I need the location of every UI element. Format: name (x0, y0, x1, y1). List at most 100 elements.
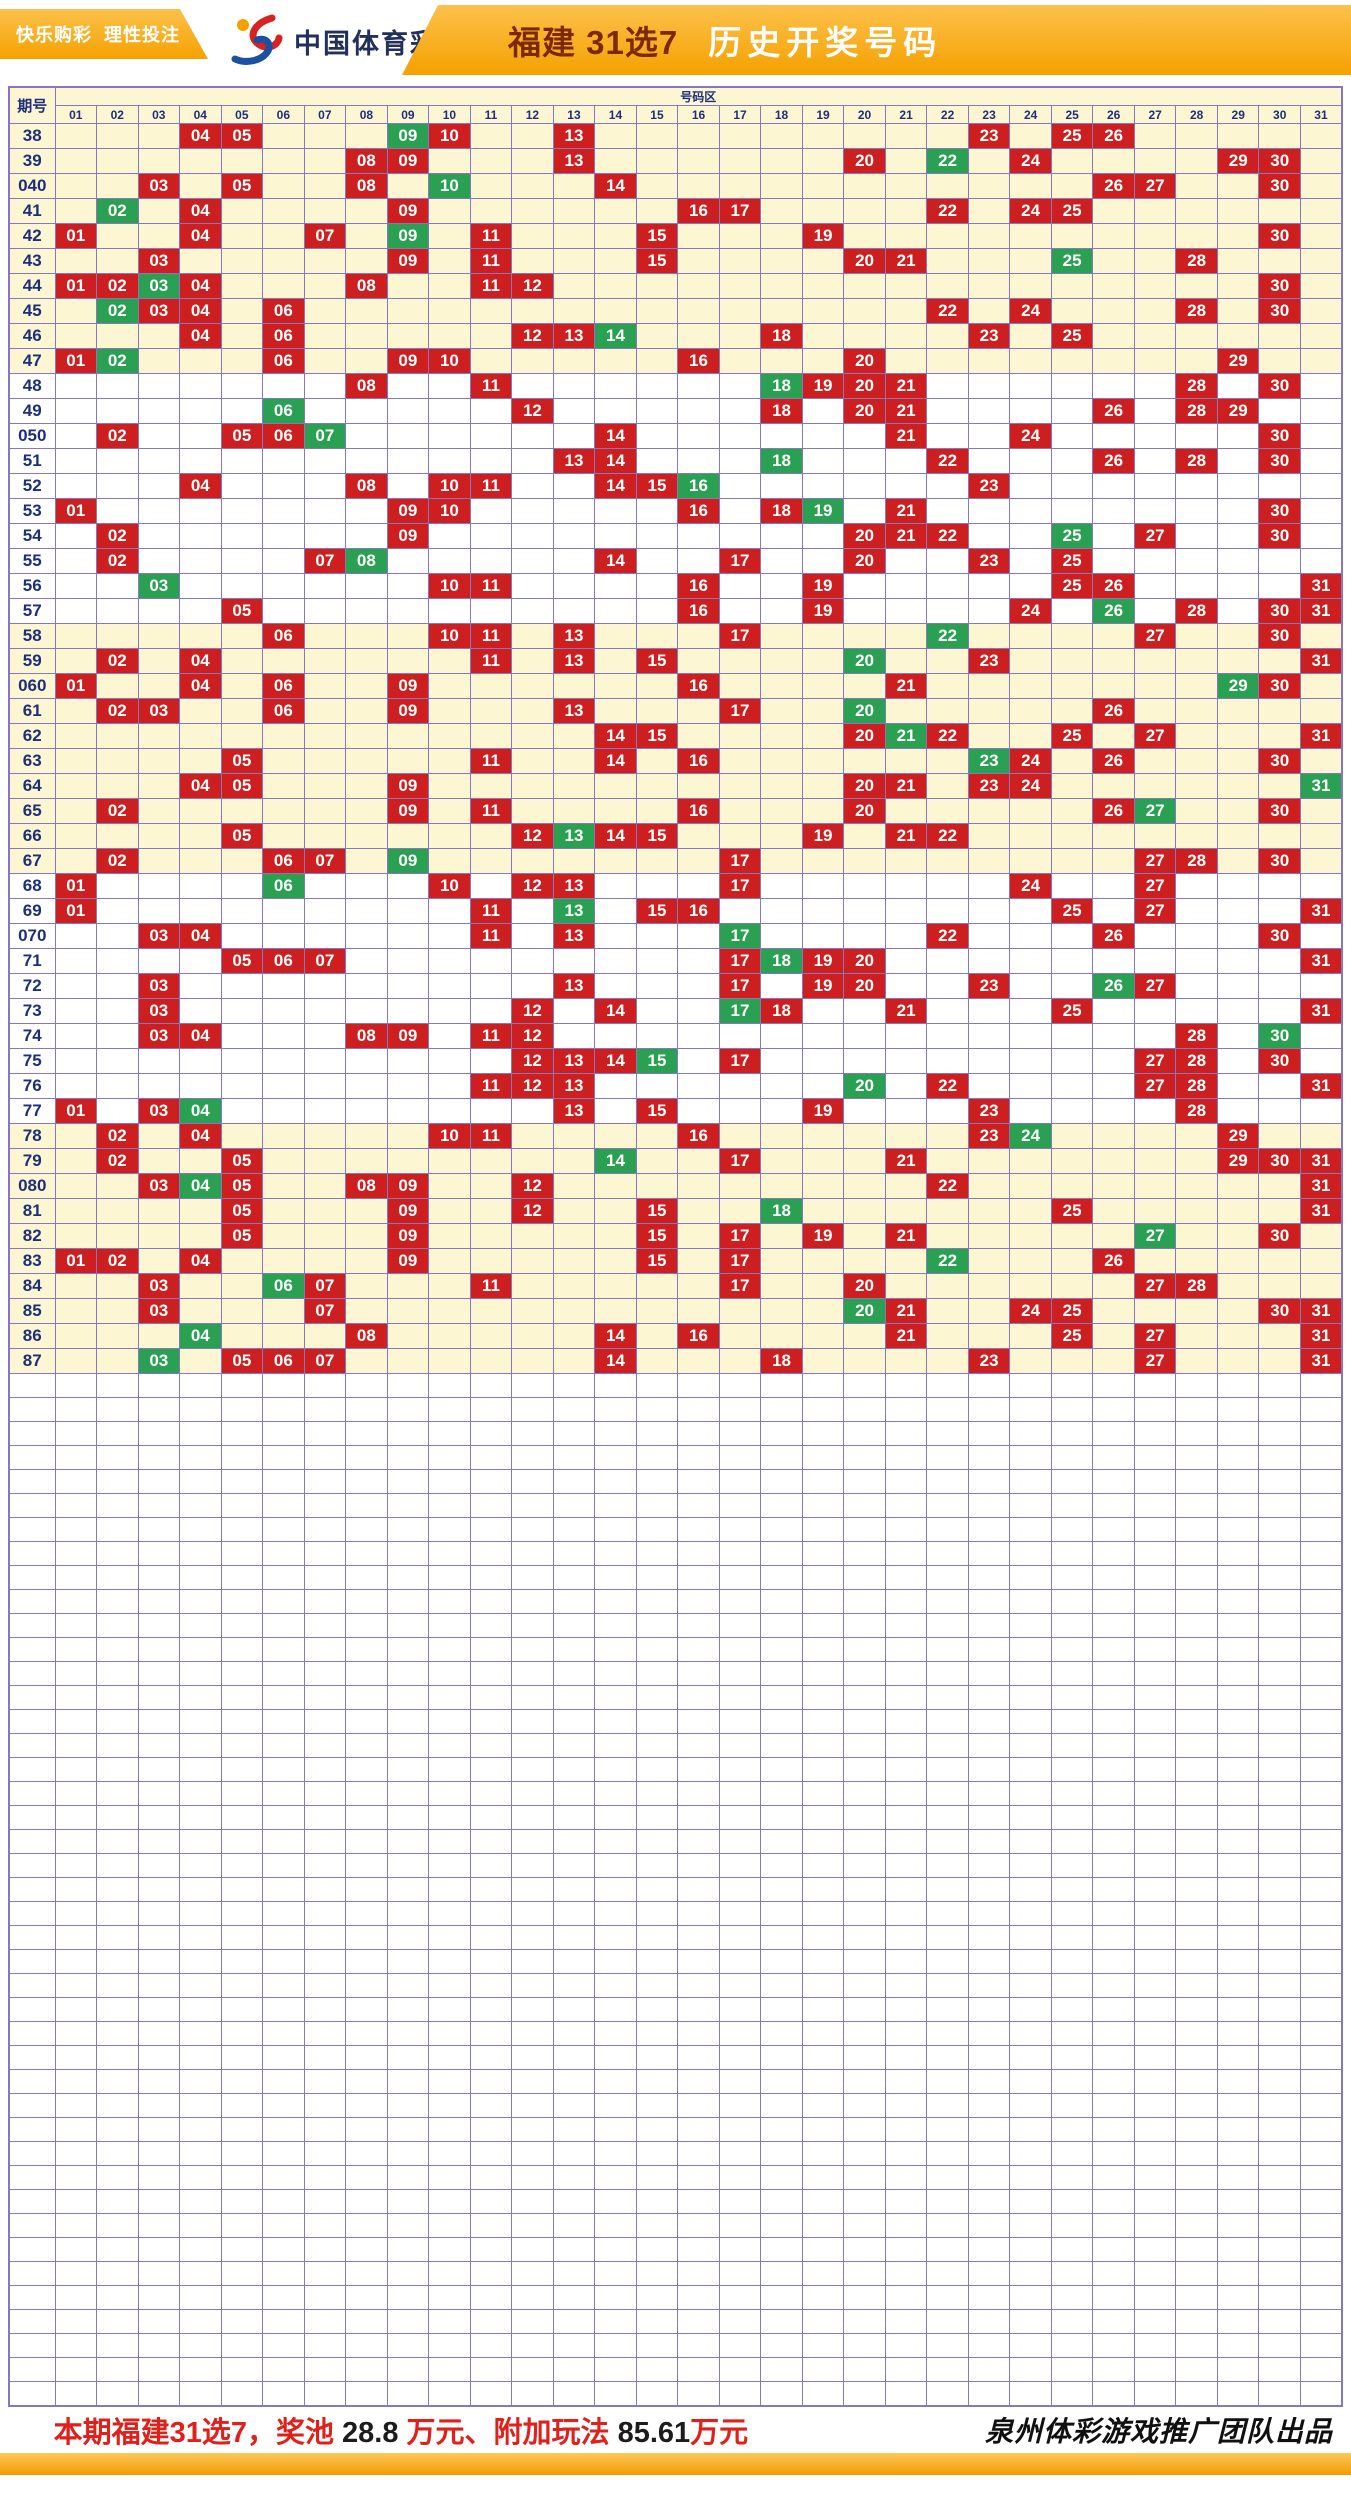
empty-cell (552, 2285, 596, 2310)
empty-cell (801, 2381, 845, 2406)
draw-row: 41 02 04 09 16 17 22 24 25 (8, 198, 1343, 224)
empty-cell (54, 1925, 98, 1950)
empty-cell (1299, 473, 1343, 499)
empty-cell (1009, 948, 1052, 974)
empty-cell (1050, 773, 1094, 799)
empty-cell (262, 648, 305, 674)
empty-cell (303, 1829, 347, 1854)
empty-cell (262, 1733, 305, 1758)
empty-cell (801, 2093, 845, 2118)
special-number-cell: 22 (926, 1248, 969, 1274)
period-cell: 56 (8, 573, 56, 599)
empty-row (8, 1973, 1343, 1998)
period-cell (8, 1565, 56, 1590)
empty-cell (635, 2381, 679, 2406)
empty-cell (1299, 373, 1343, 399)
empty-cell (1092, 1757, 1135, 1782)
empty-cell (635, 1997, 679, 2022)
empty-cell (1175, 2213, 1218, 2238)
empty-cell (926, 1445, 969, 1470)
empty-cell (179, 1421, 222, 1446)
empty-cell (54, 1901, 98, 1926)
empty-cell (54, 973, 98, 999)
period-cell (8, 2069, 56, 2094)
empty-cell (1050, 648, 1094, 674)
empty-cell (801, 473, 845, 499)
empty-cell (54, 2285, 98, 2310)
basic-number-cell: 05 (220, 823, 264, 849)
empty-cell (303, 498, 347, 524)
empty-cell (843, 1198, 886, 1224)
empty-cell (677, 1805, 720, 1830)
empty-cell (345, 948, 388, 974)
empty-cell (1050, 2237, 1094, 2262)
empty-cell (54, 1469, 98, 1494)
empty-cell (386, 2069, 430, 2094)
basic-number-cell: 24 (1009, 148, 1052, 174)
empty-cell (801, 123, 845, 149)
empty-cell (552, 1901, 596, 1926)
empty-cell (262, 1148, 305, 1174)
empty-cell (594, 948, 637, 974)
empty-cell (1092, 198, 1135, 224)
empty-cell (1009, 2021, 1052, 2046)
empty-cell (303, 1048, 347, 1074)
empty-cell (801, 698, 845, 724)
empty-cell (54, 298, 98, 324)
empty-cell (303, 1781, 347, 1806)
basic-number-cell: 31 (1299, 1073, 1343, 1099)
empty-cell (345, 1148, 388, 1174)
basic-number-cell: 31 (1299, 1198, 1343, 1224)
empty-cell (843, 1733, 886, 1758)
empty-cell (96, 1733, 139, 1758)
empty-cell (345, 1223, 388, 1249)
empty-cell (1258, 948, 1301, 974)
period-cell (8, 2141, 56, 2166)
empty-cell (303, 2021, 347, 2046)
empty-cell (1009, 1421, 1052, 1446)
empty-cell (262, 1877, 305, 1902)
empty-row (8, 1469, 1343, 1494)
empty-cell (884, 798, 928, 824)
empty-cell (386, 1589, 430, 1614)
empty-cell (220, 2237, 264, 2262)
empty-cell (635, 923, 679, 949)
empty-cell (1009, 1661, 1052, 1686)
empty-cell (386, 1397, 430, 1422)
empty-cell (1092, 2045, 1135, 2070)
empty-cell (926, 1023, 969, 1049)
empty-cell (511, 498, 554, 524)
empty-cell (1216, 2093, 1260, 2118)
empty-cell (386, 648, 430, 674)
empty-cell (1175, 1805, 1218, 1830)
empty-cell (1009, 223, 1052, 249)
empty-cell (54, 1685, 98, 1710)
empty-cell (801, 798, 845, 824)
empty-cell (469, 1348, 513, 1374)
empty-cell (54, 2141, 98, 2166)
empty-cell (967, 2381, 1011, 2406)
empty-cell (220, 723, 264, 749)
empty-cell (1133, 1541, 1177, 1566)
empty-cell (469, 1685, 513, 1710)
empty-cell (967, 1661, 1011, 1686)
empty-cell (511, 1223, 554, 1249)
draw-row: 080 03 04 05 08 09 12 22 31 (8, 1173, 1343, 1199)
empty-cell (926, 1709, 969, 1734)
empty-cell (1009, 823, 1052, 849)
period-cell (8, 1877, 56, 1902)
empty-cell (386, 2333, 430, 2358)
empty-cell (96, 1173, 139, 1199)
period-cell (8, 1997, 56, 2022)
empty-row (8, 1661, 1343, 1686)
empty-cell (345, 648, 388, 674)
empty-cell (843, 223, 886, 249)
basic-number-cell: 09 (386, 1023, 430, 1049)
empty-cell (1299, 2285, 1343, 2310)
basic-number-cell: 30 (1258, 173, 1301, 199)
empty-cell (1175, 1637, 1218, 1662)
empty-cell (760, 1757, 803, 1782)
basic-number-cell: 06 (262, 298, 305, 324)
empty-cell (1216, 1853, 1260, 1878)
basic-number-cell: 27 (1133, 523, 1177, 549)
